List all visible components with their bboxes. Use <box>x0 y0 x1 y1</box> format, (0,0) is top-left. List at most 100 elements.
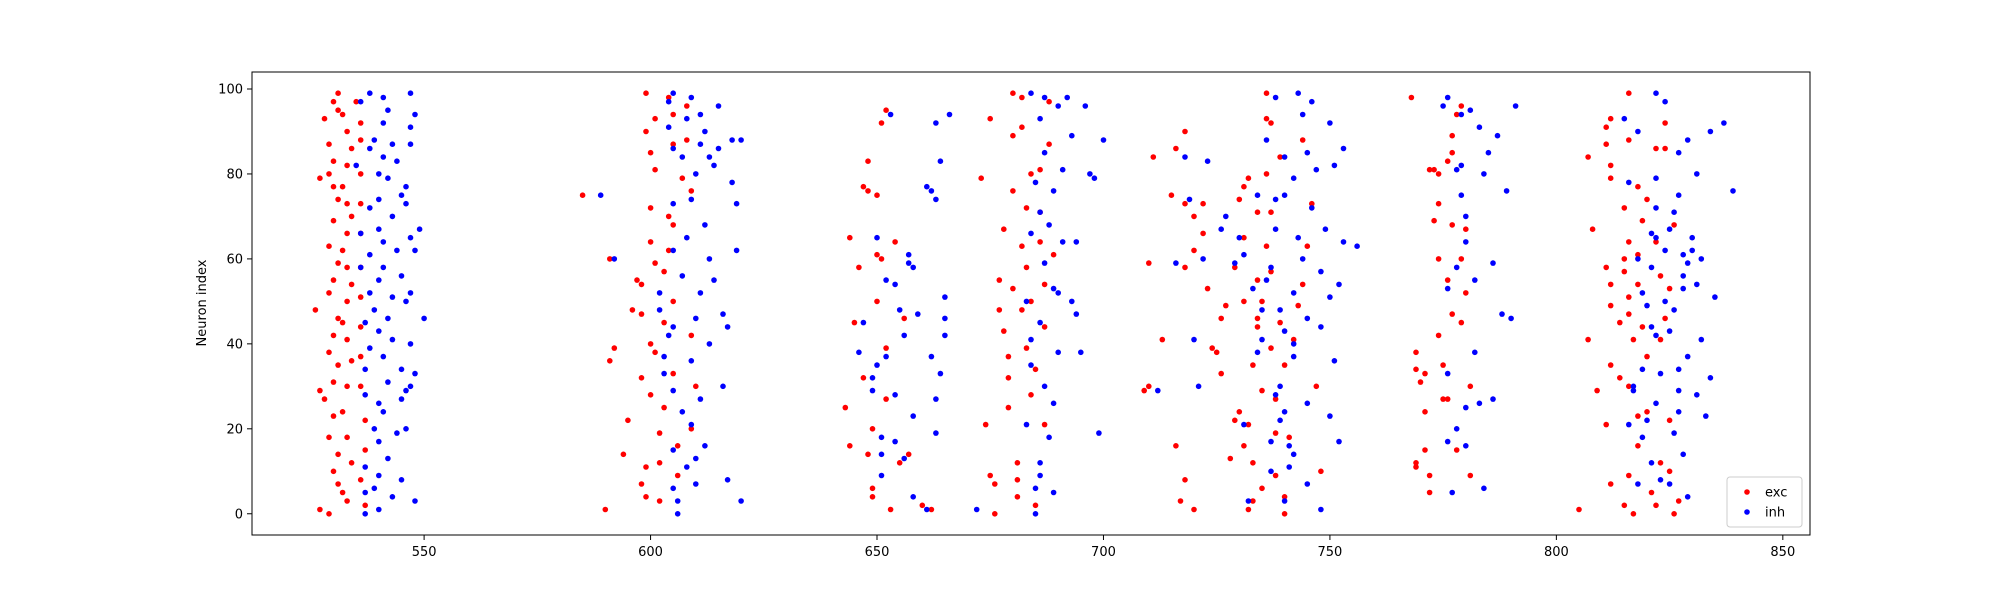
spike-point-inh <box>937 370 944 377</box>
spike-point-inh <box>878 451 885 458</box>
spike-point-exc <box>1626 294 1632 300</box>
spike-point-exc <box>1413 349 1419 356</box>
spike-point-exc <box>638 375 645 381</box>
spike-point-inh <box>905 260 912 266</box>
spike-point-exc <box>1268 268 1274 275</box>
spike-point-inh <box>1476 400 1483 407</box>
spike-point-inh <box>1046 434 1052 441</box>
spike-point-exc <box>335 315 341 322</box>
spike-point-inh <box>407 290 414 296</box>
spike-point-inh <box>1680 285 1686 292</box>
spike-point-exc <box>656 430 663 436</box>
spike-point-exc <box>1146 383 1152 390</box>
spike-point-exc <box>326 243 332 249</box>
spike-point-inh <box>1073 311 1080 317</box>
spike-point-inh <box>362 489 369 496</box>
x-tick-label: 600 <box>638 545 663 560</box>
spike-point-exc <box>883 396 889 402</box>
spike-point-exc <box>607 358 613 364</box>
spike-point-inh <box>670 90 676 96</box>
spike-point-exc <box>353 98 360 105</box>
spike-point-exc <box>1617 375 1623 381</box>
spike-point-inh <box>1458 162 1465 169</box>
spike-point-exc <box>1191 506 1197 513</box>
spike-point-exc <box>643 494 649 500</box>
spike-point-inh <box>1648 264 1655 271</box>
spike-point-inh <box>1041 383 1048 390</box>
spike-point-inh <box>1078 349 1084 356</box>
spike-point-exc <box>1662 145 1668 152</box>
spike-point-exc <box>339 489 346 496</box>
spike-point-inh <box>711 162 717 169</box>
spike-point-exc <box>1304 243 1311 249</box>
spike-point-exc <box>348 281 355 288</box>
spike-point-inh <box>1023 298 1030 305</box>
spike-point-exc <box>1444 158 1451 164</box>
spike-point-exc <box>344 383 350 390</box>
spike-point-exc <box>670 222 676 228</box>
spike-point-exc <box>1268 345 1274 351</box>
spike-point-inh <box>385 379 391 385</box>
spike-point-inh <box>1648 324 1655 330</box>
spike-point-exc <box>1603 421 1609 428</box>
spike-point-inh <box>371 137 378 143</box>
spike-point-inh <box>933 196 939 203</box>
spike-point-exc <box>842 404 849 411</box>
spike-point-inh <box>688 358 695 364</box>
spike-point-inh <box>1463 404 1469 411</box>
spike-point-exc <box>344 434 350 441</box>
spike-point-inh <box>398 273 405 279</box>
spike-point-exc <box>1313 383 1320 390</box>
spike-point-exc <box>1019 243 1025 249</box>
spike-point-inh <box>1073 239 1080 245</box>
spike-point-exc <box>1010 285 1016 292</box>
spike-point-exc <box>620 451 627 458</box>
spike-point-inh <box>1023 421 1030 428</box>
spike-point-exc <box>1435 256 1442 262</box>
spike-point-inh <box>398 477 405 483</box>
spike-point-exc <box>1250 362 1256 368</box>
spike-point-inh <box>1037 319 1043 326</box>
spike-point-exc <box>1626 311 1632 317</box>
spike-point-exc <box>1146 260 1152 266</box>
spike-point-inh <box>1195 383 1202 390</box>
spike-point-inh <box>1653 175 1659 181</box>
spike-point-inh <box>362 392 369 398</box>
spike-point-inh <box>380 353 387 360</box>
spike-point-inh <box>901 455 907 462</box>
spike-point-inh <box>933 396 939 402</box>
spike-point-exc <box>317 175 323 181</box>
spike-point-inh <box>674 511 681 517</box>
spike-point-inh <box>1703 413 1709 419</box>
spike-point-exc <box>1254 277 1261 283</box>
spike-point-inh <box>1050 400 1057 407</box>
spike-point-inh <box>693 455 699 462</box>
spike-point-inh <box>407 124 414 130</box>
spike-point-exc <box>693 383 699 390</box>
spike-point-inh <box>1100 137 1107 143</box>
spike-point-inh <box>1630 383 1637 390</box>
spike-point-inh <box>910 494 916 500</box>
spike-point-exc <box>335 260 341 266</box>
spike-point-exc <box>652 115 658 122</box>
spike-point-exc <box>874 192 880 198</box>
spike-point-exc <box>1458 103 1465 109</box>
spike-point-inh <box>1331 162 1338 169</box>
spike-point-inh <box>385 107 391 113</box>
spike-point-exc <box>661 319 667 326</box>
spike-point-exc <box>1657 273 1664 279</box>
spike-point-inh <box>1064 94 1070 101</box>
spike-point-exc <box>1005 375 1012 381</box>
spike-point-inh <box>371 307 378 313</box>
spike-point-exc <box>1250 498 1256 504</box>
spike-point-inh <box>656 290 663 296</box>
spike-point-inh <box>874 234 880 241</box>
spike-point-exc <box>652 166 658 173</box>
spike-point-inh <box>1290 341 1297 347</box>
spike-point-exc <box>1236 196 1243 203</box>
spike-point-inh <box>1041 94 1048 101</box>
spike-point-exc <box>674 443 681 449</box>
spike-point-exc <box>357 324 364 330</box>
spike-point-exc <box>317 506 323 513</box>
